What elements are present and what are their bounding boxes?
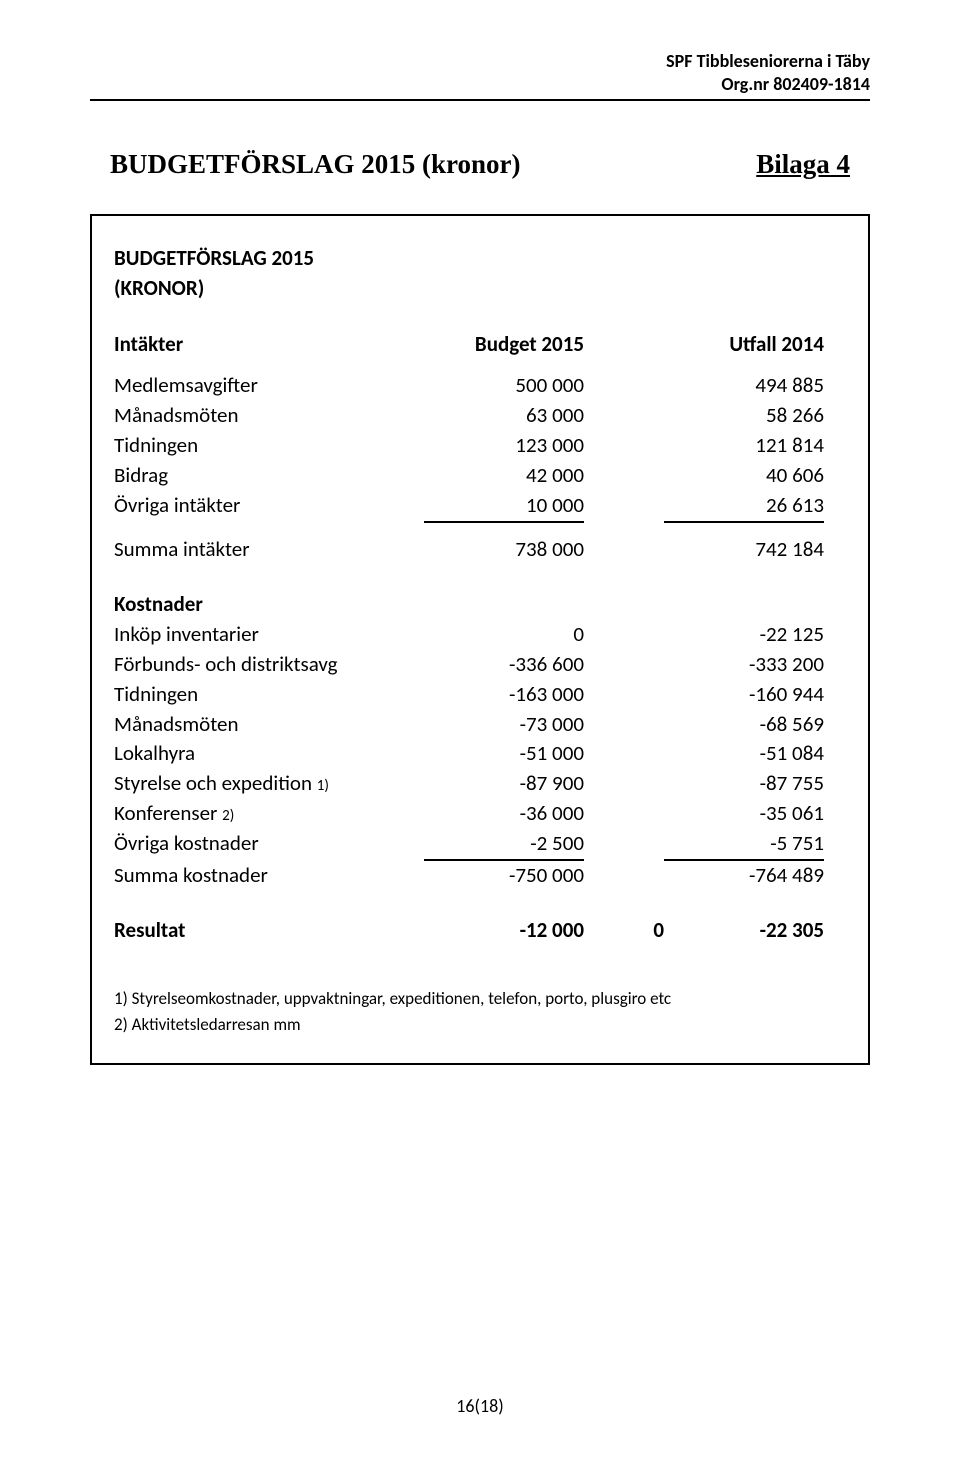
row-budget: -163 000 [424,680,584,710]
table-row: Övriga kostnader-2 500 -5 751 [114,829,846,861]
summa-kostnader-utfall: -764 489 [664,861,824,891]
resultat-label: Resultat [114,916,424,946]
table-row: Lokalhyra-51 000 -51 084 [114,739,846,769]
row-utfall: -68 569 [664,710,824,740]
table-row: Styrelse och expedition 1)-87 900 -87 755 [114,769,846,799]
title-left: BUDGETFÖRSLAG 2015 (kronor) [110,149,521,180]
table-row: Medlemsavgifter500 000 494 885 [114,371,846,401]
summa-intakter-budget: 738 000 [424,535,584,565]
table-row: Inköp inventarier0 -22 125 [114,620,846,650]
row-utfall: -87 755 [664,769,824,799]
note-ref: 2) [222,807,234,825]
note-ref: 1) [317,777,329,795]
summa-kostnader-row: Summa kostnader -750 000 -764 489 [114,861,846,891]
header-rule [90,99,870,101]
org-name: SPF Tibbleseniorerna i Täby [90,50,870,73]
row-budget: 0 [424,620,584,650]
row-label: Lokalhyra [114,739,424,769]
page-number: 16(18) [0,1395,960,1417]
column-headers: Intäkter Budget 2015 Utfall 2014 [114,330,846,360]
row-budget: -36 000 [424,799,584,829]
footnotes: 1) Styrelseomkostnader, uppvaktningar, e… [114,986,846,1037]
row-label: Tidningen [114,680,424,710]
row-budget: 123 000 [424,431,584,461]
page-header: SPF Tibbleseniorerna i Täby Org.nr 80240… [90,50,870,95]
row-budget: -336 600 [424,650,584,680]
row-label: Konferenser 2) [114,799,424,829]
row-label: Förbunds- och distriktsavg [114,650,424,680]
box-title-line2: (KRONOR) [114,274,424,304]
row-utfall: 121 814 [664,431,824,461]
table-row: Förbunds- och distriktsavg-336 600 -333 2… [114,650,846,680]
table-row: Tidningen123 000 121 814 [114,431,846,461]
row-utfall: -333 200 [664,650,824,680]
row-budget: 42 000 [424,461,584,491]
resultat-row: Resultat -12 000 0 -22 305 [114,916,846,946]
row-label: Tidningen [114,431,424,461]
row-utfall: 58 266 [664,401,824,431]
kostnader-body: Inköp inventarier0-22 125Förbunds- och d… [114,620,846,861]
row-label: Månadsmöten [114,710,424,740]
summa-intakter-row: Summa intäkter 738 000 742 184 [114,535,846,565]
row-label: Medlemsavgifter [114,371,424,401]
row-utfall: 494 885 [664,371,824,401]
row-label: Styrelse och expedition 1) [114,769,424,799]
summa-intakter-label: Summa intäkter [114,535,424,565]
table-row: Konferenser 2)-36 000 -35 061 [114,799,846,829]
row-label: Övriga kostnader [114,829,424,859]
row-budget: -73 000 [424,710,584,740]
row-budget: 63 000 [424,401,584,431]
col-budget: Budget 2015 [424,330,584,360]
box-title: BUDGETFÖRSLAG 2015 [114,244,846,274]
row-budget: -87 900 [424,769,584,799]
budget-box: BUDGETFÖRSLAG 2015 (KRONOR) Intäkter Bud… [90,214,870,1065]
col-utfall: Utfall 2014 [664,330,824,360]
title-row: BUDGETFÖRSLAG 2015 (kronor) Bilaga 4 [110,149,850,180]
summa-intakter-utfall: 742 184 [664,535,824,565]
row-utfall: -35 061 [664,799,824,829]
row-budget: 10 000 [424,491,584,523]
footnote-2: 2) Aktivitetsledarresan mm [114,1012,846,1038]
row-utfall: -22 125 [664,620,824,650]
kostnader-heading: Kostnader [114,590,424,620]
table-row: Tidningen-163 000 -160 944 [114,680,846,710]
row-budget: -2 500 [424,829,584,861]
table-row: Månadsmöten63 000 58 266 [114,401,846,431]
footnote-1: 1) Styrelseomkostnader, uppvaktningar, e… [114,986,846,1012]
row-budget: -51 000 [424,739,584,769]
box-title-2: (KRONOR) [114,274,846,304]
summa-kostnader-label: Summa kostnader [114,861,424,891]
row-budget: 500 000 [424,371,584,401]
table-row: Övriga intäkter10 000 26 613 [114,491,846,523]
row-utfall: -5 751 [664,829,824,861]
resultat-mid: 0 [584,916,664,946]
summa-kostnader-budget: -750 000 [424,861,584,891]
kostnader-heading-row: Kostnader [114,590,846,620]
row-label: Övriga intäkter [114,491,424,521]
intakter-body: Medlemsavgifter500 000494 885Månadsmöten… [114,371,846,522]
table-row: Bidrag42 000 40 606 [114,461,846,491]
org-nr: Org.nr 802409-1814 [90,73,870,96]
page: SPF Tibbleseniorerna i Täby Org.nr 80240… [0,0,960,1457]
row-utfall: 26 613 [664,491,824,523]
resultat-utfall: -22 305 [664,916,824,946]
row-utfall: 40 606 [664,461,824,491]
resultat-budget: -12 000 [424,916,584,946]
box-title-line1: BUDGETFÖRSLAG 2015 [114,244,424,274]
row-label: Inköp inventarier [114,620,424,650]
row-label: Bidrag [114,461,424,491]
row-utfall: -160 944 [664,680,824,710]
row-label: Månadsmöten [114,401,424,431]
col-label: Intäkter [114,330,424,360]
table-row: Månadsmöten-73 000 -68 569 [114,710,846,740]
title-right: Bilaga 4 [756,149,850,180]
row-utfall: -51 084 [664,739,824,769]
